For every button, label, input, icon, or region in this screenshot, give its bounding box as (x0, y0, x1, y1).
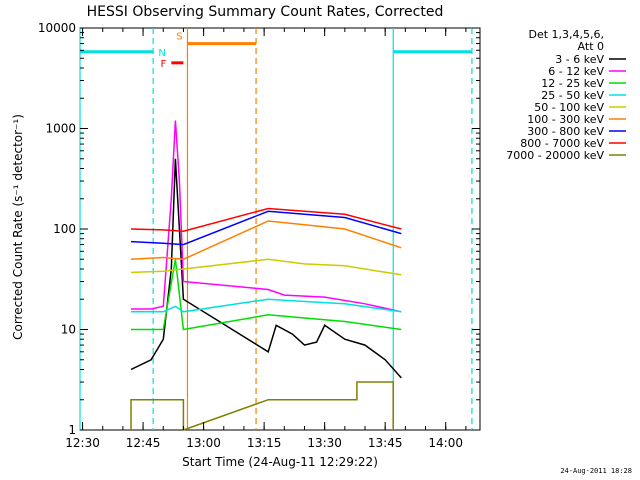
y-axis-label: Corrected Count Rate (s⁻¹ detector⁻¹) (11, 114, 25, 340)
legend-entry-6: 300 - 800 keV (527, 125, 604, 138)
flag-label-saa: S (176, 32, 182, 43)
series-line-7 (130, 207, 402, 232)
generated-timestamp: 24-Aug-2011 18:28 (560, 467, 632, 475)
flag-label-night: N (158, 48, 165, 59)
axes-group: 12:30 12:45 13:00 13:15 13:30 13:45 14:00 1 10 10… (38, 21, 480, 450)
series-group (130, 120, 402, 432)
series-line-0 (130, 158, 402, 379)
legend-entry-1: 6 - 12 keV (548, 65, 604, 78)
series-line-3 (131, 298, 402, 313)
y-tick-label-0: 1 (68, 423, 76, 437)
chart-title: HESSI Observing Summary Count Rates, Cor… (87, 4, 444, 20)
legend-entry-3: 25 - 50 keV (541, 89, 604, 102)
legend-title-line-1: Att 0 (578, 40, 604, 53)
series-line-5 (130, 220, 402, 261)
y-tick-label-1: 10 (61, 323, 76, 337)
legend-entry-0: 3 - 6 keV (555, 53, 604, 66)
series-line-4 (130, 258, 402, 276)
legend-entry-5: 100 - 300 keV (527, 113, 604, 126)
y-tick-label-2: 100 (53, 222, 76, 236)
series-line-2 (131, 259, 402, 331)
x-axis-label: Start Time (24-Aug-11 12:29:22) (182, 455, 378, 469)
x-tick-label-3: 13:15 (247, 436, 282, 450)
series-line-6 (130, 210, 402, 246)
legend-entry-7: 800 - 7000 keV (520, 137, 604, 150)
legend-entry-4: 50 - 100 keV (534, 101, 604, 114)
x-tick-label-2: 13:00 (186, 436, 221, 450)
x-tick-label-1: 12:45 (126, 436, 161, 450)
legend-entry-8: 7000 - 20000 keV (506, 149, 604, 162)
legend-entry-2: 12 - 25 keV (541, 77, 604, 90)
x-tick-label-5: 13:45 (368, 436, 403, 450)
y-tick-label-4: 10000 (38, 21, 76, 35)
y-tick-label-3: 1000 (45, 122, 76, 136)
legend-title-line-0: Det 1,3,4,5,6, (528, 28, 604, 41)
x-tick-label-6: 14:00 (428, 436, 463, 450)
x-tick-label-0: 12:30 (65, 436, 100, 450)
status-flags: SNF (80, 32, 472, 70)
series-line-8 (130, 381, 394, 432)
x-tick-label-4: 13:30 (307, 436, 342, 450)
flag-label-flare: F (160, 59, 166, 70)
